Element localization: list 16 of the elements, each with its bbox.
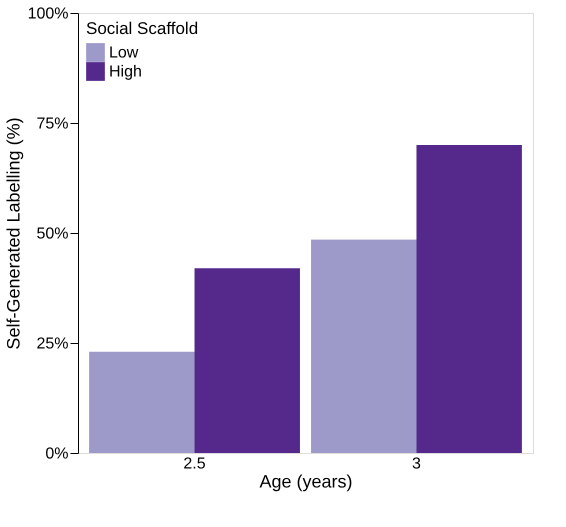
bar	[311, 240, 416, 453]
y-axis-title: Self-Generated Labelling (%)	[4, 117, 24, 350]
y-tick-label: 0%	[45, 446, 68, 462]
bar	[194, 268, 300, 453]
x-tick-label: 3	[412, 456, 422, 472]
bar	[89, 352, 195, 453]
legend-label: High	[109, 64, 142, 80]
x-tick-label: 2.5	[183, 456, 206, 472]
y-tick-label: 50%	[36, 226, 68, 242]
legend-title: Social Scaffold	[86, 19, 198, 38]
y-tick-label: 75%	[36, 116, 68, 132]
y-tick-label: 100%	[28, 6, 68, 22]
legend-label: Low	[109, 44, 139, 62]
y-tick-label: 25%	[36, 336, 68, 352]
bar	[416, 145, 522, 453]
x-axis-title: Age (years)	[259, 472, 353, 492]
